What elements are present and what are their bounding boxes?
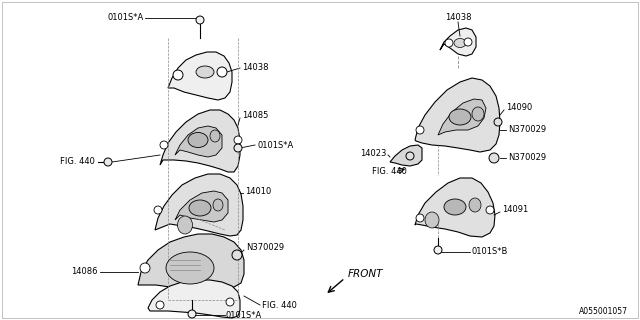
Polygon shape	[415, 178, 495, 237]
Circle shape	[234, 144, 242, 152]
Ellipse shape	[189, 200, 211, 216]
Circle shape	[104, 158, 112, 166]
Text: N370029: N370029	[508, 125, 546, 134]
Ellipse shape	[188, 132, 208, 148]
Text: 0101S*A: 0101S*A	[226, 310, 262, 319]
Ellipse shape	[210, 130, 220, 142]
Circle shape	[188, 310, 196, 318]
Circle shape	[434, 246, 442, 254]
Ellipse shape	[166, 252, 214, 284]
Circle shape	[445, 39, 453, 47]
Text: N370029: N370029	[508, 154, 546, 163]
Circle shape	[486, 206, 494, 214]
Circle shape	[154, 206, 162, 214]
Circle shape	[416, 126, 424, 134]
Text: FIG. 440: FIG. 440	[372, 167, 407, 177]
Circle shape	[217, 67, 227, 77]
Text: 14038: 14038	[445, 13, 471, 22]
Ellipse shape	[425, 212, 439, 228]
Polygon shape	[155, 174, 243, 236]
Circle shape	[173, 70, 183, 80]
Polygon shape	[160, 110, 240, 172]
Ellipse shape	[444, 199, 466, 215]
Text: 0101S*A: 0101S*A	[108, 13, 144, 22]
Circle shape	[140, 263, 150, 273]
Ellipse shape	[469, 198, 481, 212]
Text: 14023: 14023	[360, 148, 386, 157]
Circle shape	[416, 214, 424, 222]
Ellipse shape	[449, 109, 471, 125]
Polygon shape	[175, 126, 222, 157]
Text: 14010: 14010	[245, 188, 271, 196]
Text: 0101S*A: 0101S*A	[257, 140, 293, 149]
Polygon shape	[415, 78, 500, 152]
Circle shape	[406, 152, 414, 160]
Polygon shape	[438, 99, 486, 135]
Circle shape	[494, 118, 502, 126]
Circle shape	[232, 250, 242, 260]
Text: 14085: 14085	[242, 111, 268, 121]
Text: 14038: 14038	[242, 63, 269, 73]
Circle shape	[234, 136, 242, 144]
Text: N370029: N370029	[246, 244, 284, 252]
Polygon shape	[168, 52, 232, 100]
Text: 14090: 14090	[506, 103, 532, 113]
Ellipse shape	[472, 107, 484, 121]
Polygon shape	[390, 145, 422, 166]
Text: FIG. 440: FIG. 440	[60, 157, 95, 166]
Circle shape	[196, 16, 204, 24]
Text: FIG. 440: FIG. 440	[262, 300, 297, 309]
Ellipse shape	[177, 216, 193, 234]
Circle shape	[160, 141, 168, 149]
Text: 14086: 14086	[72, 268, 98, 276]
Text: FRONT: FRONT	[348, 269, 383, 279]
Circle shape	[489, 153, 499, 163]
Polygon shape	[148, 280, 240, 318]
Circle shape	[226, 298, 234, 306]
Ellipse shape	[213, 199, 223, 211]
Circle shape	[156, 301, 164, 309]
Text: 0101S*B: 0101S*B	[472, 247, 508, 257]
Polygon shape	[440, 28, 476, 56]
Polygon shape	[138, 234, 244, 290]
Text: A055001057: A055001057	[579, 308, 628, 316]
Text: 14091: 14091	[502, 205, 528, 214]
Polygon shape	[175, 191, 228, 222]
Circle shape	[464, 38, 472, 46]
Ellipse shape	[454, 38, 466, 47]
Ellipse shape	[196, 66, 214, 78]
